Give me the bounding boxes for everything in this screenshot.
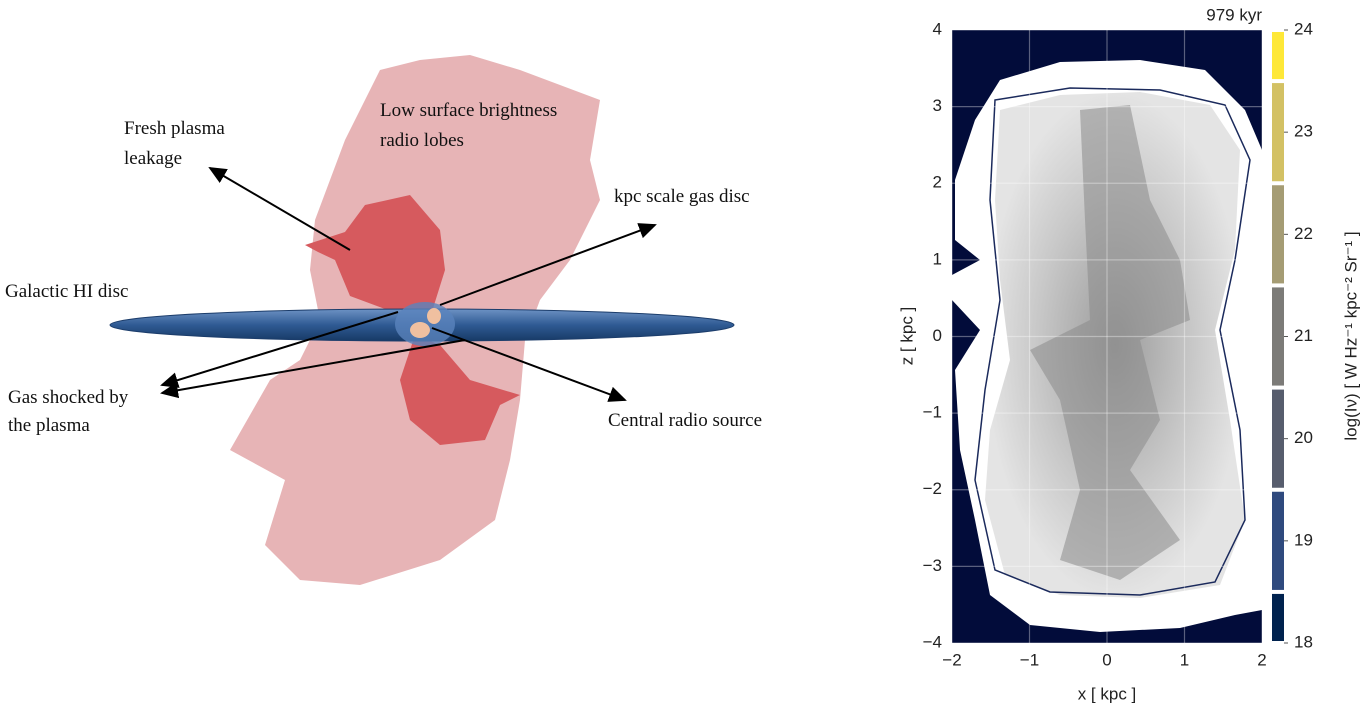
- diagram: Fresh plasma leakage Low surface brightn…: [5, 55, 762, 585]
- image-dense: [1030, 105, 1190, 580]
- label: radio lobes: [380, 130, 464, 151]
- plot-title: 979 kyr: [1206, 5, 1262, 24]
- label: Central radio source: [608, 410, 762, 431]
- colorbar-tick-label: 24: [1294, 19, 1313, 38]
- y-tick-label: −2: [923, 479, 942, 498]
- colorbar-segment: [1272, 593, 1284, 641]
- y-tick-label: 1: [933, 249, 942, 268]
- colorbar-tick-label: 20: [1294, 428, 1313, 447]
- colorbar-segment: [1272, 185, 1284, 284]
- label: Gas shocked by: [8, 387, 129, 408]
- colorbar-segment: [1272, 287, 1284, 386]
- x-tick-label: 1: [1180, 650, 1189, 669]
- label: leakage: [124, 148, 182, 169]
- label: kpc scale gas disc: [614, 186, 750, 207]
- arrow: [439, 223, 657, 306]
- label: Galactic HI disc: [5, 281, 128, 302]
- radio-source: [427, 308, 441, 324]
- x-tick-label: −1: [1020, 650, 1039, 669]
- contour: [974, 87, 1251, 596]
- arrow: [160, 339, 466, 399]
- y-tick-label: 0: [933, 326, 942, 345]
- label: Low surface brightness: [380, 100, 557, 121]
- x-axis-label: x [ kpc ]: [1078, 684, 1137, 703]
- plasma-leakage: [305, 195, 445, 320]
- y-tick-label: −1: [923, 403, 942, 422]
- arrow: [160, 311, 399, 388]
- colorbar-segment: [1272, 491, 1284, 590]
- plasma-leakage: [400, 335, 520, 445]
- plot: [952, 30, 1262, 643]
- colorbar-tick-label: 23: [1294, 122, 1313, 141]
- y-tick-label: −4: [923, 632, 942, 651]
- label: the plasma: [8, 415, 90, 436]
- y-tick-label: 4: [933, 19, 942, 38]
- x-tick-label: 0: [1102, 650, 1111, 669]
- arrow: [431, 327, 627, 402]
- x-tick-label: −2: [942, 650, 961, 669]
- colorbar-tick-label: 22: [1294, 224, 1313, 243]
- x-tick-label: 2: [1257, 650, 1266, 669]
- colorbar-segment: [1272, 32, 1284, 80]
- y-axis-label: z [ kpc ]: [897, 307, 916, 366]
- arrow: [208, 166, 351, 251]
- colorbar-segment: [1272, 83, 1284, 182]
- colorbar-tick-label: 18: [1294, 632, 1313, 651]
- colorbar-label: log(Iν) [ W Hz⁻¹ kpc⁻² Sr⁻¹ ]: [1341, 231, 1360, 440]
- y-tick-label: −3: [923, 556, 942, 575]
- y-tick-label: 3: [933, 96, 942, 115]
- y-tick-label: 2: [933, 173, 942, 192]
- colorbar-segment: [1272, 389, 1284, 488]
- radio-source: [410, 322, 430, 338]
- label: Fresh plasma: [124, 118, 225, 139]
- colorbar-tick-label: 21: [1294, 326, 1313, 345]
- colorbar-tick-label: 19: [1294, 530, 1313, 549]
